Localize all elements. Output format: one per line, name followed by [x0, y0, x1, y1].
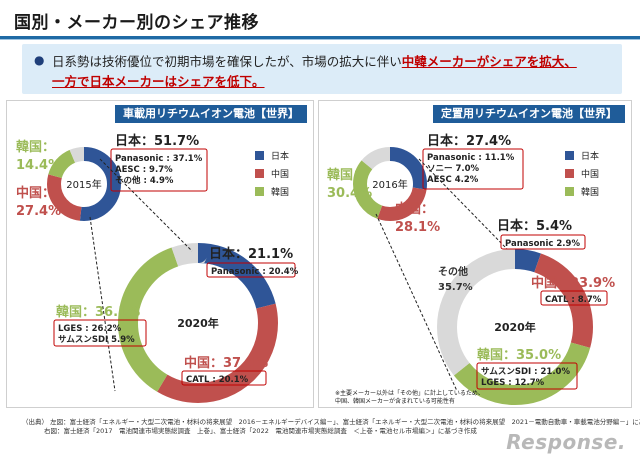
breakdown-box — [476, 362, 578, 390]
connector-line — [99, 158, 193, 252]
donut-2016-slice-その他 — [353, 147, 427, 221]
japan-share-label: 日本：27.4% — [427, 133, 511, 149]
panel-automotive: 車載用リチウムイオン電池【世界】 日本中国韓国 2015年 日本：51.7% Pana… — [6, 100, 314, 408]
legend-label: 中国 — [271, 168, 289, 180]
legend-swatch — [255, 151, 264, 160]
panel-title: 車載用リチウムイオン電池【世界】 — [115, 105, 307, 123]
legend-swatch — [565, 151, 574, 160]
breakdown-box — [500, 234, 586, 250]
breakdown-box — [206, 262, 296, 278]
connector-line — [375, 213, 458, 392]
legend-label: 中国 — [581, 168, 599, 180]
summary-box: ● 日系勢は技術優位で初期市場を確保したが、市場の拡大に伴い中韓メーカーがシェア… — [22, 44, 622, 94]
year-label: 2020年 — [177, 316, 219, 330]
response-logo: Response. — [506, 430, 626, 454]
korea-share-label: 韓国：36.1% — [56, 304, 140, 320]
summary-highlight-2: 一方で日本メーカーはシェアを低下。 — [52, 74, 265, 89]
china-share-label: 27.4% — [16, 204, 61, 219]
summary-text: 日系勢は技術優位で初期市場を確保したが、市場の拡大に伴い — [52, 54, 402, 69]
source-line-1: （出典） 左図：富士経済「エネルギー・大型二次電池・材料の将来展望 2016－エ… — [22, 418, 640, 426]
legend-swatch — [565, 169, 574, 178]
breakdown-item: CATL : 20.1% — [186, 375, 249, 385]
breakdown-item: AESC : 9.7% — [115, 165, 173, 175]
source-note: （出典） 左図：富士経済「エネルギー・大型二次電池・材料の将来展望 2016－エ… — [22, 418, 640, 436]
breakdown-item: Panasonic : 20.4% — [211, 267, 299, 277]
korea-share-label: 14.4% — [16, 158, 61, 173]
korea-share-label: 韓国： — [327, 167, 366, 183]
breakdown-item: Panasonic : 11.1% — [427, 153, 515, 163]
donut-2020-slice-中国 — [437, 249, 593, 405]
page-title: 国別・メーカー別のシェア推移 — [14, 13, 259, 33]
legend-label: 韓国 — [581, 187, 599, 198]
china-share-label: 中国：23.9% — [531, 275, 615, 291]
other-share-label: 35.7% — [438, 282, 473, 293]
title-divider-thin — [0, 39, 640, 40]
breakdown-item: Panasonic : 37.1% — [115, 154, 203, 164]
breakdown-box — [540, 290, 608, 306]
footnote: 中国、韓国メーカーが含まれている可能性有 — [335, 397, 455, 405]
korea-share-label: 韓国：35.0% — [477, 347, 561, 363]
connector-line — [418, 158, 508, 250]
year-label: 2016年 — [372, 178, 407, 191]
breakdown-box — [422, 148, 524, 190]
summary-line-1: 日系勢は技術優位で初期市場を確保したが、市場の拡大に伴い中韓メーカーがシェアを拡… — [52, 51, 577, 70]
source-line-2: 右図：富士経済「2017 電池関連市場実態総調査 上巻」、富士経済「2022 電… — [44, 427, 477, 435]
year-label: 2020年 — [494, 320, 536, 334]
donut-2015-slice-その他 — [47, 147, 121, 221]
korea-share-label: 30.4% — [327, 186, 372, 201]
breakdown-box — [181, 370, 267, 386]
bullet-icon: ● — [34, 53, 45, 67]
japan-share-label: 日本：5.4% — [497, 218, 572, 234]
summary-line-2: 一方で日本メーカーはシェアを低下。 — [52, 71, 265, 90]
breakdown-item: ソニー 7.0% — [427, 164, 480, 174]
breakdown-item: LGES : 26.2% — [58, 324, 122, 334]
breakdown-item: CATL : 8.7% — [545, 295, 602, 305]
japan-share-label: 日本：21.1% — [209, 246, 293, 262]
summary-highlight: 中韓メーカーがシェアを拡大、 — [401, 54, 577, 69]
japan-share-label: 日本：51.7% — [115, 133, 199, 149]
donut-2020-slice-韓国 — [437, 249, 593, 405]
legend-swatch — [255, 169, 264, 178]
legend-label: 日本 — [271, 150, 289, 162]
donut-2016-slice-韓国 — [353, 147, 427, 221]
breakdown-item: その他 : 4.9% — [115, 175, 174, 186]
china-share-label: 28.1% — [395, 220, 440, 235]
china-share-label: 中国： — [16, 185, 55, 201]
donut-2016-slice-中国 — [353, 147, 427, 221]
breakdown-item: Panasonic 2.9% — [505, 239, 580, 249]
korea-share-label: 韓国： — [16, 139, 55, 155]
title-divider — [0, 36, 640, 39]
footnote: ※主要メーカー以外は「その他」に計上しているため、 — [335, 389, 484, 397]
china-share-label: 中国：37.4% — [184, 355, 268, 371]
other-share-label: その他 — [438, 265, 468, 278]
legend-swatch — [255, 187, 264, 196]
donut-2015-slice-中国 — [47, 147, 121, 221]
donut-2020-slice-その他 — [437, 249, 593, 405]
panel-stationary: 定置用リチウムイオン電池【世界】 日本中国韓国 2016年 日本：27.4% Pana… — [318, 100, 632, 408]
breakdown-item: LGES : 12.7% — [481, 378, 545, 388]
breakdown-item: AESC 4.2% — [427, 175, 479, 185]
legend-swatch — [565, 187, 574, 196]
year-label: 2015年 — [66, 178, 101, 191]
breakdown-item: サムスンSDI 5.9% — [58, 335, 135, 345]
legend-label: 韓国 — [271, 187, 289, 198]
china-share-label: 中国： — [395, 201, 434, 217]
donut-2020-slice-韓国 — [118, 243, 278, 403]
panel-title: 定置用リチウムイオン電池【世界】 — [433, 105, 625, 123]
legend-label: 日本 — [581, 150, 599, 162]
connector-line — [89, 216, 116, 392]
breakdown-item: サムスンSDI : 21.0% — [481, 367, 570, 377]
donut-2020-slice-その他 — [118, 243, 278, 403]
donut-2020-slice-中国 — [118, 243, 278, 403]
breakdown-box — [53, 319, 147, 347]
